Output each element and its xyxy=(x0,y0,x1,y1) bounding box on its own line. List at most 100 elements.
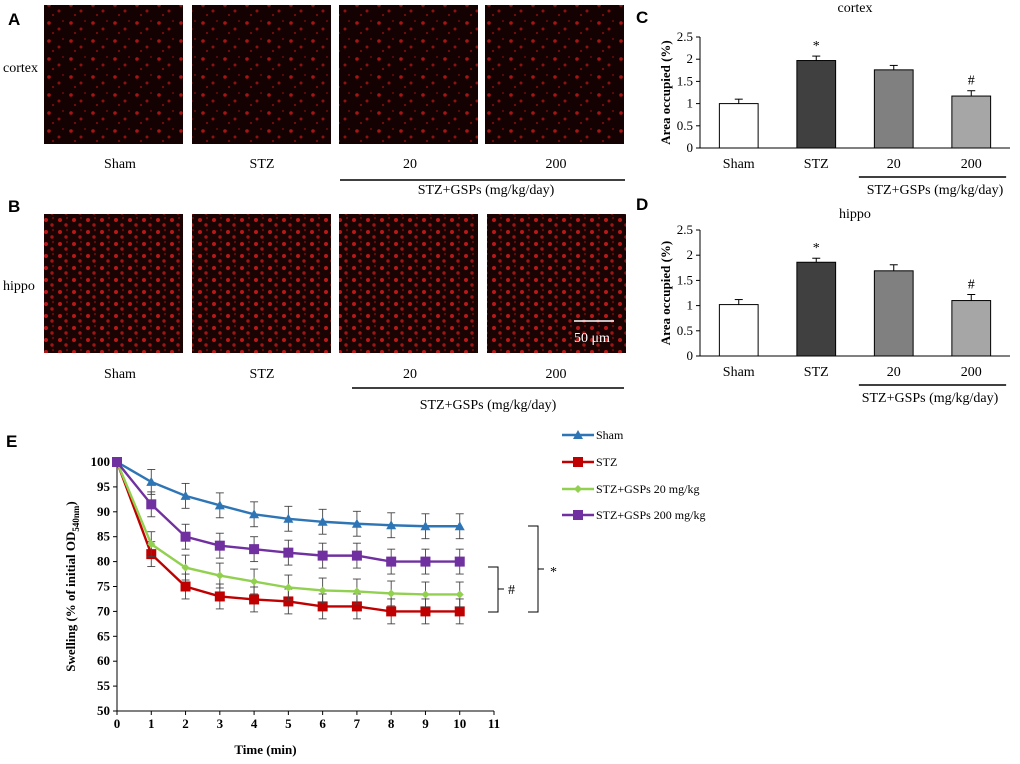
series-gsp20-point xyxy=(387,589,396,598)
significance-bracket-hash: # xyxy=(488,566,515,613)
cortex-y-tick-label: 0 xyxy=(687,140,694,155)
hippo-y-tick-label: 1 xyxy=(687,298,694,313)
series-gsp200-point xyxy=(420,556,431,567)
hippo-category-label: STZ xyxy=(804,365,829,380)
cortex-category-label: 200 xyxy=(961,157,982,172)
series-stz-point xyxy=(454,606,465,617)
series-gsp20-point xyxy=(352,587,361,596)
hippo-bar-2 xyxy=(796,261,837,357)
legend-label-stz: STZ xyxy=(596,455,617,469)
hippo-category-label: 20 xyxy=(887,365,901,380)
series-gsp200-point xyxy=(351,550,362,561)
swelling-y-tick-label: 65 xyxy=(97,628,111,643)
cortex-bar-4 xyxy=(951,95,992,149)
series-gsp200-point xyxy=(214,540,225,551)
cortex-bracket-label: STZ+GSPs (mg/kg/day) xyxy=(867,183,1004,198)
swelling-y-title-subscript: 540nm xyxy=(71,505,81,532)
bar-chart-hippo: hippo 0 0.5 1 1.5 2 2.5 Area occupied (%) Sham * S… xyxy=(658,207,1010,406)
label-b-sham: Sham xyxy=(104,367,136,382)
series-sham-point xyxy=(214,500,225,510)
hippo-y-tick-label: 0.5 xyxy=(677,323,693,338)
swelling-x-tick-label: 8 xyxy=(388,716,395,731)
hippo-bar-4 xyxy=(951,300,992,357)
swelling-y-tick-label: 50 xyxy=(97,703,110,718)
row-label-hippo: hippo xyxy=(3,279,35,294)
swelling-x-axis-title: Time (min) xyxy=(234,742,296,757)
series-gsp200-point xyxy=(112,457,122,467)
legend-label-sham: Sham xyxy=(596,428,624,442)
cortex-category-label: STZ xyxy=(804,157,829,172)
series-gsp200-point xyxy=(317,550,328,561)
line-chart-swelling: 50 55 60 65 70 75 80 85 90 95 100 0 1 2 3 4 5 6 7 8 9 10 11 Tim… xyxy=(63,428,705,757)
micrograph-cortex-stz xyxy=(192,5,331,144)
cortex-y-tick-label: 1 xyxy=(687,96,694,111)
swelling-y-tick-label: 55 xyxy=(97,678,111,693)
series-gsp20-point xyxy=(455,590,464,599)
swelling-y-tick-label: 85 xyxy=(97,529,111,544)
hash-bracket-line xyxy=(488,566,499,613)
hippo-category-label: Sham xyxy=(723,365,755,380)
series-gsp20-point xyxy=(421,590,430,599)
series-stz-point xyxy=(351,601,362,612)
hippo-significance: * xyxy=(813,241,820,256)
series-gsp20-point xyxy=(318,586,327,595)
hippo-bar-3 xyxy=(873,270,914,357)
panel-letter-d: D xyxy=(636,195,648,214)
hippo-y-tick-label: 0 xyxy=(687,348,694,363)
swelling-x-tick-label: 2 xyxy=(182,716,189,731)
scale-bar-label: 50 μm xyxy=(574,331,610,346)
micrograph-cortex-sham xyxy=(44,5,183,144)
series-gsp20-point xyxy=(284,583,293,592)
hippo-title: hippo xyxy=(839,207,871,222)
star-bracket-label: * xyxy=(550,565,557,580)
cortex-significance: * xyxy=(813,39,820,54)
series-sham xyxy=(112,457,465,540)
micrograph-hippo-gsp20 xyxy=(339,214,478,353)
hash-bracket-label: # xyxy=(508,583,515,598)
swelling-x-tick-label: 11 xyxy=(488,716,500,731)
hippo-y-tick-label: 2 xyxy=(687,247,694,262)
series-sham-point xyxy=(317,516,328,526)
legend-marker-sham xyxy=(573,430,583,439)
swelling-y-tick-label: 100 xyxy=(91,454,111,469)
swelling-y-tick-label: 95 xyxy=(97,479,111,494)
label-b-stz: STZ xyxy=(250,367,275,382)
cortex-y-tick-label: 1.5 xyxy=(677,73,693,88)
series-gsp200-point xyxy=(146,499,157,510)
label-a-sham: Sham xyxy=(104,157,136,172)
series-gsp200-point xyxy=(386,556,397,567)
cortex-y-axis-title: Area occupied (%) xyxy=(658,40,673,144)
cortex-bar-2 xyxy=(796,60,837,149)
bar-chart-cortex: cortex 0 0.5 1 1.5 2 2.5 Area occupied (%) Sham *… xyxy=(658,1,1010,198)
series-sham-point xyxy=(249,509,260,519)
series-stz-point xyxy=(420,606,431,617)
hippo-category-label: 200 xyxy=(961,365,982,380)
swelling-x-tick-label: 3 xyxy=(217,716,224,731)
series-gsp200-point xyxy=(249,544,260,555)
micrograph-cortex-gsp20 xyxy=(339,5,478,144)
bracket-label-b: STZ+GSPs (mg/kg/day) xyxy=(420,398,557,413)
swelling-x-tick-label: 4 xyxy=(251,716,258,731)
series-stz-point xyxy=(386,606,397,617)
bracket-label-a: STZ+GSPs (mg/kg/day) xyxy=(418,183,555,198)
cortex-title: cortex xyxy=(838,1,873,16)
cortex-bar-3 xyxy=(873,69,914,149)
series-gsp20-point xyxy=(147,540,156,549)
micrograph-hippo-gsp200 xyxy=(487,214,626,353)
legend-label-gsp200: STZ+GSPs 200 mg/kg xyxy=(596,508,705,522)
legend-marker-gsp200 xyxy=(573,510,583,520)
row-label-cortex: cortex xyxy=(3,61,38,76)
series-gsp20-point xyxy=(250,577,259,586)
swelling-y-tick-label: 75 xyxy=(97,579,111,594)
swelling-x-tick-label: 10 xyxy=(453,716,466,731)
panel-letter-c: C xyxy=(636,8,648,27)
swelling-y-tick-label: 60 xyxy=(97,653,110,668)
series-stz-point xyxy=(214,591,225,602)
swelling-y-title-main: Swelling (% of initial OD xyxy=(63,532,78,672)
panel-letter-e: E xyxy=(6,432,17,451)
swelling-x-tick-label: 0 xyxy=(114,716,121,731)
series-gsp200-point xyxy=(180,531,191,542)
series-stz-point xyxy=(180,581,191,592)
